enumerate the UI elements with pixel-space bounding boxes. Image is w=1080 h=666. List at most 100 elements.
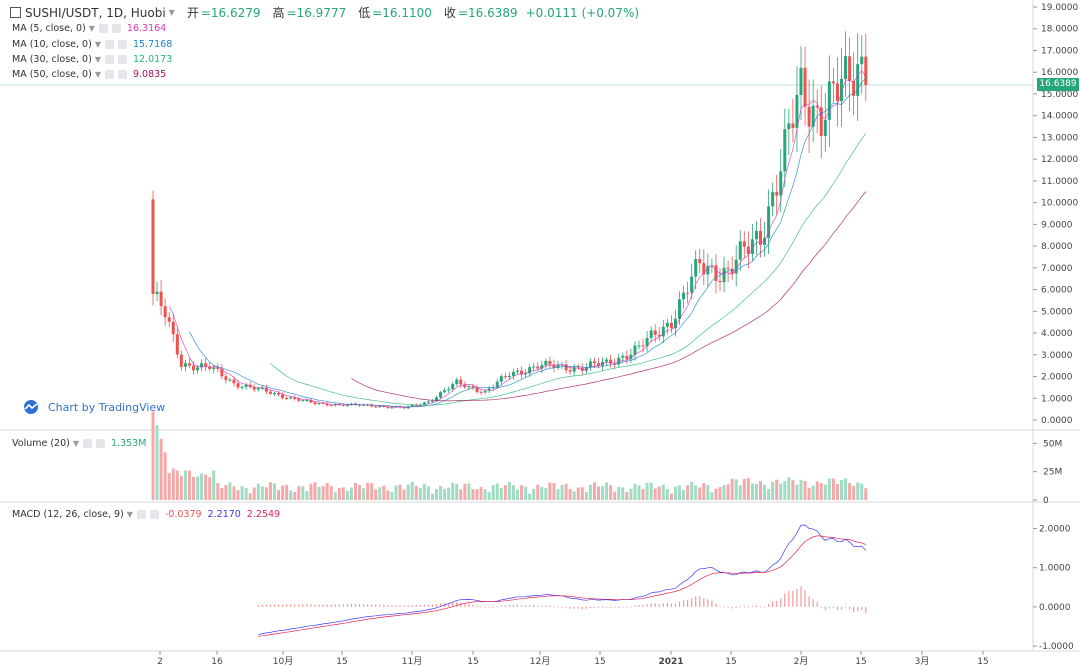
legend-volume[interactable]: Volume (20) ▼ 1.353M [12,438,146,449]
settings-icon[interactable] [136,510,146,519]
legend-macd[interactable]: MACD (12, 26, close, 9) ▼ -0.0379 2.2170… [12,509,280,520]
settings-icon[interactable] [83,439,93,448]
volume-bar [175,470,179,500]
settings-icon[interactable] [104,55,114,64]
candle-body [649,330,653,338]
macd-histogram-bar [387,605,389,607]
volume-bar [771,481,775,500]
chevron-down-icon[interactable]: ▼ [94,40,101,49]
chevron-down-icon[interactable]: ▼ [72,439,80,448]
close-icon[interactable] [117,70,127,79]
volume-bar [645,482,649,500]
macd-histogram-bar [759,606,762,608]
candle-body [775,192,779,196]
volume-bar [151,411,155,500]
macd-histogram-bar [638,604,640,607]
macd-histogram-bar [545,605,547,607]
volume-bar [382,485,386,500]
candle-body [439,392,443,398]
settings-icon[interactable] [104,40,114,49]
tradingview-brand[interactable]: Chart by TradingView [20,400,165,414]
macd-histogram-bar [755,605,758,607]
volume-bar [378,487,382,500]
volume-bar [597,486,600,500]
macd-histogram-bar [780,598,782,607]
candle-body [791,123,795,128]
macd-histogram-bar [800,586,802,607]
close-icon[interactable] [111,24,121,33]
macd-histogram-bar [496,606,498,608]
candle-body [795,94,799,128]
candle-body [576,367,580,369]
close-icon[interactable] [149,510,159,519]
macd-histogram-bar [464,603,466,607]
candle-body [718,281,722,283]
close-icon[interactable] [96,439,106,448]
candle-body [759,230,762,245]
candle-body [771,192,775,207]
candle-body [236,383,240,388]
legend-ma30[interactable]: MA (30, close, 0) ▼ 12.0173 [12,54,172,65]
volume-bar [333,492,337,500]
volume-bar [171,468,175,500]
volume-bar [649,482,653,500]
settings-icon[interactable] [98,24,108,33]
legend-ma5[interactable]: MA (5, close, 0) ▼ 16.3164 [12,23,166,34]
volume-bar [159,438,163,500]
volume-bar [698,487,702,500]
candle-body [605,359,609,362]
macd-histogram-bar [719,606,721,608]
macd-histogram-bar [367,604,369,607]
settings-icon[interactable] [104,70,114,79]
volume-bar [852,485,856,500]
macd-histogram-bar [849,606,851,610]
volume-bar [483,489,487,500]
macd-histogram-bar [468,603,470,607]
volume-bar [260,486,264,500]
candle-body [572,367,576,372]
macd-histogram-bar [832,606,834,608]
symbol-title[interactable]: SUSHI/USDT, 1D, Huobi [25,5,166,20]
candle-body [827,81,831,120]
close-icon[interactable] [117,40,127,49]
macd-histogram-bar [549,605,551,607]
close-icon[interactable] [117,55,127,64]
volume-bar [232,486,236,500]
volume-bar [507,481,511,500]
y-tick-label: 17.0000 [1041,46,1078,56]
candle-body [487,388,491,391]
volume-bar [520,485,524,500]
macd-histogram-bar [812,599,814,607]
chevron-down-icon[interactable]: ▼ [168,8,175,17]
macd-histogram-bar [678,601,681,607]
macd-histogram-bar [650,603,652,607]
volume-bar [641,488,645,500]
legend-ma10[interactable]: MA (10, close, 0) ▼ 15.7168 [12,39,172,50]
macd-histogram-bar [427,604,429,607]
volume-bar [459,489,463,500]
volume-bar [167,473,171,500]
chevron-down-icon[interactable]: ▼ [94,70,101,79]
chevron-down-icon[interactable]: ▼ [94,55,101,64]
candle-body [536,366,540,369]
symbol-square-icon[interactable] [10,7,21,18]
volume-bar [848,483,852,500]
macd-histogram-bar [565,606,567,608]
chevron-down-icon[interactable]: ▼ [126,510,133,519]
volume-bar [435,489,438,500]
volume-bar [386,490,390,500]
volume-bar [572,491,576,500]
candle-body [682,292,686,300]
macd-histogram-bar [768,604,770,607]
chevron-down-icon[interactable]: ▼ [88,24,95,33]
macd-histogram-bar [796,588,798,607]
candle-body [661,326,665,337]
macd-histogram-bar [626,606,628,608]
volume-bar [516,489,519,500]
candle-body [163,306,167,318]
x-tick-label: 2 [157,657,163,666]
candle-body [690,276,694,293]
legend-ma50[interactable]: MA (50, close, 0) ▼ 9.0835 [12,69,166,80]
macd-histogram-bar [674,603,677,607]
volume-bar [252,487,256,500]
